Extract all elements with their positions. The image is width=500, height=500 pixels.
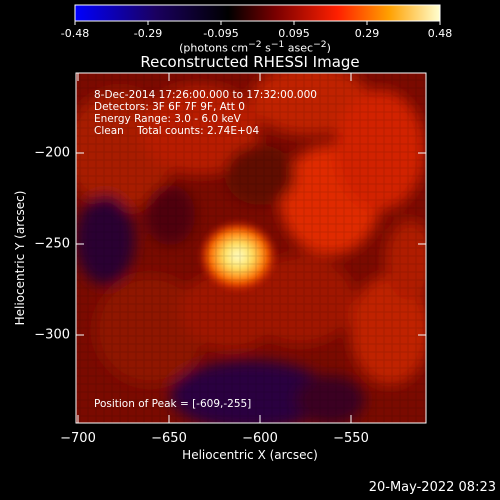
footer-date: 20-May-2022 08:23 xyxy=(368,480,496,495)
colorbar-tick-label: 0.48 xyxy=(427,27,453,40)
y-tick-label: −300 xyxy=(34,327,70,343)
x-tick-label: −550 xyxy=(333,431,369,446)
annotation-time: 8-Dec-2014 17:26:00.000 to 17:32:00.000 xyxy=(94,89,317,101)
y-axis-label: Heliocentric Y (arcsec) xyxy=(13,190,27,326)
heatmap-image xyxy=(76,73,426,423)
colorbar xyxy=(74,4,441,25)
colorbar-tick-label: -0.095 xyxy=(203,27,239,40)
axis-ticks xyxy=(76,73,426,423)
colorbar-ticks xyxy=(74,21,441,25)
annotation-detectors: Detectors: 3F 6F 7F 9F, Att 0 xyxy=(94,101,245,113)
colorbar-tick-label: 0.095 xyxy=(278,27,310,40)
x-tick-label: −650 xyxy=(151,431,187,446)
x-tick-label: −600 xyxy=(242,431,278,446)
x-tick-label: −700 xyxy=(60,431,96,446)
x-axis-label: Heliocentric X (arcsec) xyxy=(182,448,318,462)
annotation-peak-position: Position of Peak = [-609,-255] xyxy=(94,398,252,410)
colorbar-gradient xyxy=(74,4,441,22)
y-tick-label: −200 xyxy=(34,145,70,161)
annotation-energy: Energy Range: 3.0 - 6.0 keV xyxy=(94,113,241,125)
plot-frame xyxy=(75,72,427,424)
y-tick-label: −250 xyxy=(34,236,70,252)
colorbar-tick-label: -0.29 xyxy=(133,27,163,40)
colorbar-tick-label: -0.48 xyxy=(60,27,90,40)
chart-title: Reconstructed RHESSI Image xyxy=(140,53,360,71)
colorbar-units: (photons cm−2 s−1 asec−2) xyxy=(179,39,331,55)
annotation-method: Clean Total counts: 2.74E+04 xyxy=(94,125,260,137)
colorbar-tick-label: 0.29 xyxy=(354,27,380,40)
